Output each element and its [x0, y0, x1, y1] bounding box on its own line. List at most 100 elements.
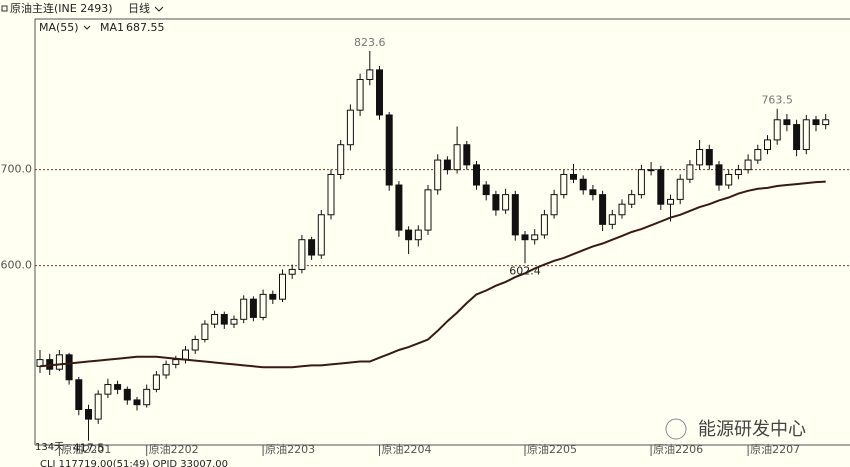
candle-body [511, 194, 519, 236]
candle-body [288, 268, 296, 275]
icon [1, 5, 8, 12]
candle-body [502, 194, 510, 211]
candle-body [346, 109, 354, 146]
candle-body [734, 169, 742, 175]
candle-body [114, 384, 122, 390]
candle-body [725, 173, 733, 186]
y-tick-label: 700.0 [1, 163, 33, 176]
candle-body [65, 354, 73, 381]
candle-body [162, 363, 170, 376]
candle-body [405, 229, 413, 241]
candle-body [812, 119, 820, 126]
status-bar [0, 457, 850, 467]
days-label: 134天 [35, 442, 64, 453]
candle-body [259, 293, 267, 318]
candle-body [744, 159, 752, 171]
dropdown [83, 25, 91, 30]
candle-body [249, 298, 257, 318]
watermark: 能源研发中心 [698, 419, 806, 440]
candle-body [143, 388, 151, 406]
candle-body [473, 164, 480, 186]
x-tick-label: 原油2203 [265, 442, 315, 456]
candle-body [123, 388, 131, 401]
extreme-label: 602.4 [509, 264, 541, 277]
candle-body [182, 349, 189, 361]
candle-body [608, 214, 616, 225]
x-tick-label: 原油2207 [750, 442, 800, 456]
dropdown [154, 6, 164, 12]
candle-body [240, 298, 248, 320]
status: CLI 117719.00(51:49) OPID 33007.00 [40, 459, 228, 467]
extreme-label: 763.5 [761, 94, 793, 107]
candle-body [550, 194, 558, 216]
candle-body [36, 359, 44, 367]
indicator: MA(55) [39, 21, 79, 34]
candle-body [327, 173, 335, 216]
candle-body [376, 69, 383, 116]
candle-body [75, 379, 83, 411]
candle-body [705, 149, 713, 166]
candle-body [133, 399, 141, 406]
candle-body [647, 169, 655, 172]
candle-body [560, 173, 568, 196]
candle-body [802, 119, 810, 151]
watermark-icon [665, 418, 687, 440]
candle-body [55, 354, 63, 370]
candle-body [443, 159, 451, 171]
candle-body [589, 189, 597, 196]
y-tick-label: 600.0 [1, 259, 33, 272]
candle-body [754, 149, 762, 161]
candle-body [482, 184, 490, 196]
candle-body [220, 314, 228, 325]
candle-body [628, 194, 636, 205]
candle-body [424, 189, 432, 231]
candle-body [85, 409, 92, 420]
chart-title: 原油主连(INE 2493) [10, 1, 113, 15]
candle-body [453, 144, 461, 171]
ma-last-value: 687.55 [126, 21, 165, 34]
candle-body [764, 139, 771, 151]
x-tick-label: 原油2201 [61, 442, 111, 456]
candle-body [172, 359, 180, 365]
candle-body [104, 384, 112, 395]
x-tick-label: 原油2205 [527, 442, 577, 456]
candle-body [667, 198, 674, 205]
candle-body [618, 203, 626, 216]
x-tick-label: 原油2202 [149, 442, 199, 456]
candle-body [463, 144, 471, 166]
ma-legend: MA1 [100, 21, 124, 34]
candle-body [211, 314, 219, 325]
candle-body [414, 229, 422, 241]
candle-body [308, 239, 316, 256]
candle-body [773, 119, 781, 141]
candle-body [540, 214, 548, 236]
top-bar [0, 0, 850, 18]
candle-body [434, 159, 442, 191]
candle-body [579, 178, 587, 191]
candle-body [570, 173, 577, 180]
candle-body [298, 239, 306, 270]
candle-body [599, 194, 607, 225]
candle-body [696, 149, 704, 166]
ma-line [39, 180, 826, 369]
x-tick-label: 原油2204 [382, 442, 432, 456]
candle-body [676, 178, 684, 200]
candle-body [783, 119, 791, 126]
candle-body [395, 184, 403, 231]
extreme-label: 417.5 [73, 442, 105, 455]
candle-body [317, 214, 325, 256]
candle-body [191, 338, 199, 351]
candle-body [337, 144, 345, 175]
candle-body [531, 234, 539, 241]
extreme-label: 823.6 [354, 36, 386, 49]
candle-body [152, 374, 160, 390]
candle-body [521, 234, 529, 241]
candle-body [822, 119, 830, 126]
candle-body [492, 194, 500, 211]
candle-body [637, 169, 645, 196]
candle-body [385, 114, 393, 186]
candle-body [94, 393, 102, 420]
candle-body [279, 273, 286, 300]
